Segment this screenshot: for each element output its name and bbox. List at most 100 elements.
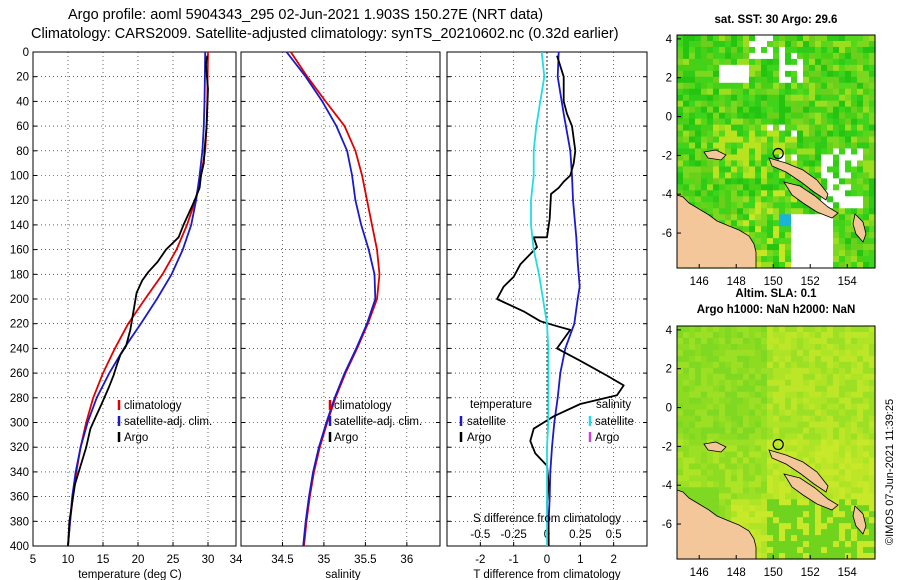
heatmap-cell (797, 214, 804, 221)
heatmap-cell (719, 58, 726, 66)
heatmap-cell (737, 190, 744, 197)
pressure-tick-label: 260 (10, 368, 29, 380)
heatmap-cell (863, 178, 870, 185)
series-line-t-satellite (547, 51, 581, 546)
heatmap-cell (833, 244, 840, 251)
difference-panel: -2 -1 0 1 2 -0.5 -0.25 0 0.25 0.5 S difference f… (446, 51, 648, 580)
heatmap-cell (785, 499, 792, 506)
heatmap-cell (845, 226, 852, 233)
heatmap-cell (719, 481, 726, 488)
heatmap-cell (821, 172, 828, 179)
heatmap-cell (731, 118, 738, 126)
heatmap-cell (743, 505, 750, 512)
heatmap-cell (707, 391, 714, 399)
heatmap-cell (797, 349, 804, 357)
map-x-tick-label: 152 (801, 276, 820, 288)
heatmap-cell (845, 94, 852, 102)
heatmap-cell (785, 487, 792, 494)
heatmap-cell (755, 499, 762, 506)
heatmap-cell (863, 124, 870, 132)
heatmap-cell (755, 40, 762, 48)
heatmap-cell (839, 361, 846, 369)
heatmap-cell (731, 367, 738, 375)
heatmap-cell (695, 409, 702, 417)
heatmap-cell (821, 415, 828, 423)
heatmap-cell (731, 517, 738, 524)
heatmap-cell (869, 326, 876, 333)
heatmap-cell (839, 46, 846, 54)
heatmap-cell (827, 439, 834, 447)
heatmap-cell (755, 487, 762, 494)
heatmap-cell (743, 349, 750, 357)
heatmap-cell (743, 493, 750, 500)
heatmap-cell (737, 196, 744, 203)
heatmap-cell (797, 100, 804, 108)
heatmap-cell (773, 367, 780, 375)
heatmap-cell (803, 214, 810, 221)
heatmap-cell (797, 493, 804, 500)
heatmap-cell (785, 124, 792, 132)
heatmap-cell (695, 493, 702, 500)
heatmap-cell (833, 403, 840, 411)
heatmap-cell (797, 326, 804, 333)
heatmap-cell (821, 349, 828, 357)
heatmap-cell (761, 373, 768, 381)
heatmap-cell (833, 112, 840, 120)
heatmap-cell (845, 118, 852, 126)
heatmap-cell (683, 457, 690, 465)
heatmap-cell (761, 385, 768, 393)
heatmap-cell (707, 463, 714, 470)
heatmap-cell (725, 208, 732, 215)
heatmap-cell (827, 172, 834, 179)
heatmap-cell (779, 232, 786, 239)
heatmap-cell (713, 469, 720, 476)
heatmap-cell (821, 469, 828, 476)
heatmap-cell (833, 385, 840, 393)
heatmap-cell (785, 469, 792, 476)
heatmap-cell (797, 535, 804, 542)
pressure-tick-label: 280 (10, 393, 29, 405)
heatmap-cell (839, 238, 846, 245)
heatmap-cell (749, 517, 756, 524)
heatmap-cell (737, 94, 744, 102)
heatmap-cell (869, 52, 876, 60)
heatmap-cell (851, 493, 858, 500)
heatmap-cell (821, 397, 828, 405)
heatmap-cell (845, 202, 852, 209)
x-tick-label: 25 (167, 554, 180, 566)
heatmap-cell (833, 421, 840, 429)
heatmap-cell (683, 160, 690, 168)
heatmap-cell (851, 208, 858, 215)
heatmap-cell (785, 70, 792, 78)
heatmap-cell (857, 367, 864, 375)
heatmap-cell (785, 553, 792, 560)
heatmap-cell (803, 35, 810, 42)
temperature-panel: 0204060801001201401601802002202402602803… (10, 47, 243, 580)
heatmap-cell (857, 172, 864, 179)
heatmap-cell (785, 403, 792, 411)
heatmap-cell (797, 379, 804, 387)
heatmap-cell (803, 433, 810, 441)
heatmap-cell (743, 136, 750, 144)
heatmap-cell (863, 232, 870, 239)
heatmap-cell (791, 100, 798, 108)
heatmap-cell (869, 124, 876, 132)
heatmap-cell (713, 397, 720, 405)
argo-position-marker (772, 147, 784, 160)
heatmap-cell (773, 46, 780, 54)
heatmap-cell (839, 379, 846, 387)
heatmap-cell (845, 547, 852, 554)
heatmap-cell (833, 136, 840, 144)
series-line-t-argo (496, 55, 625, 547)
map-x-tick-label: 150 (764, 276, 783, 288)
heatmap-cell (737, 511, 744, 518)
heatmap-cell (779, 517, 786, 524)
heatmap-cell (713, 343, 720, 351)
heatmap-cell (827, 82, 834, 90)
heatmap-cell (713, 427, 720, 435)
heatmap-cell (755, 70, 762, 78)
heatmap-cell (773, 391, 780, 399)
heatmap-cell (767, 379, 774, 387)
x-tick-label: 0 (544, 554, 550, 566)
heatmap-cell (683, 487, 690, 494)
